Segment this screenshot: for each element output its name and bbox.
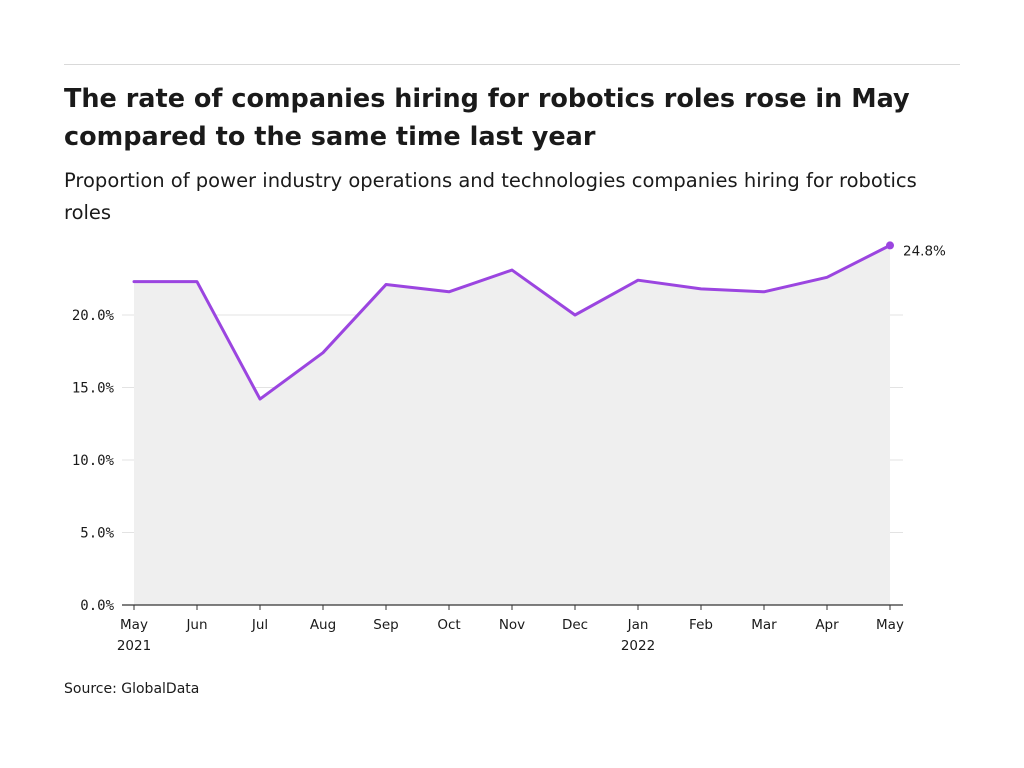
chart-title: The rate of companies hiring for robotic… [64, 84, 910, 152]
x-tick-label: Nov [499, 617, 525, 633]
area-fill [134, 245, 890, 605]
x-axis-labels: May 2021 Jun Jul Aug Sep Oct Nov Dec Jan 2022 Feb Ma… [117, 617, 904, 654]
y-tick-label: 20.0% [72, 308, 115, 324]
x-year-label: 2021 [117, 638, 151, 654]
x-axis-ticks [133, 605, 891, 610]
last-value-label: 24.8% [903, 243, 946, 259]
x-tick-label: May [876, 617, 904, 633]
y-tick-label: 0.0% [80, 598, 114, 614]
x-tick-label: Sep [373, 617, 398, 633]
last-point-marker [886, 241, 894, 250]
x-tick-label: Jul [251, 617, 268, 633]
series-line [132, 243, 892, 401]
y-axis-labels: 0.0% 5.0% 10.0% 15.0% 20.0% [72, 308, 115, 614]
source-note: Source: GlobalData [64, 681, 200, 697]
x-tick-label: Oct [437, 617, 460, 633]
y-tick-label: 10.0% [72, 453, 115, 469]
x-tick-label: Feb [689, 617, 713, 633]
x-tick-label: Jun [185, 617, 207, 633]
top-divider [64, 64, 960, 65]
x-year-label: 2022 [621, 638, 655, 654]
x-tick-label: Mar [751, 617, 777, 633]
x-tick-label: Dec [562, 617, 588, 633]
chart-subtitle: Proportion of power industry operations … [64, 169, 917, 224]
y-tick-label: 15.0% [72, 381, 115, 397]
x-tick-label: Apr [815, 617, 839, 633]
x-tick-label: Jan [627, 617, 649, 633]
x-tick-label: Aug [310, 617, 336, 633]
y-tick-label: 5.0% [80, 526, 114, 542]
x-tick-label: May [120, 617, 148, 633]
